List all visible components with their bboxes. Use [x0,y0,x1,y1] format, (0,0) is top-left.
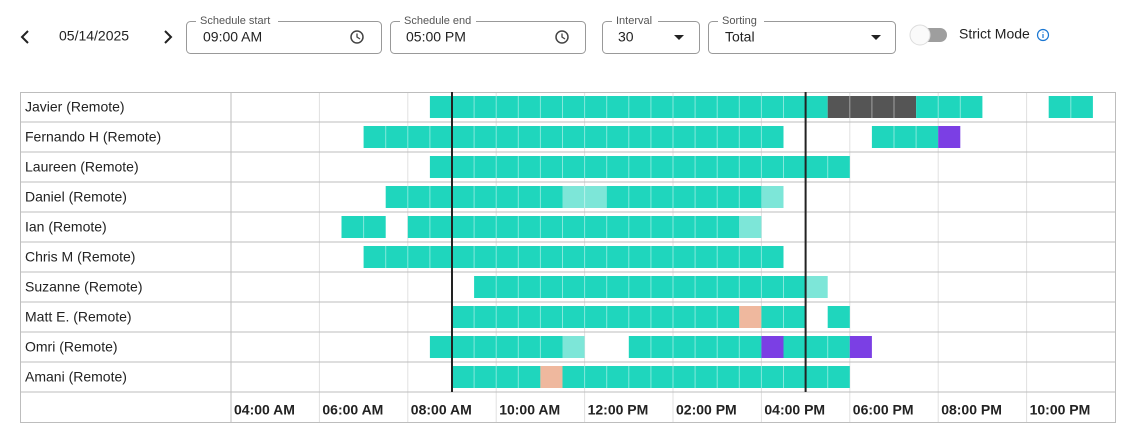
agent-name: Omri (Remote) [25,339,118,355]
field-value: 09:00 AM [203,29,262,45]
shift-block [761,336,784,358]
shift-block [783,336,850,358]
time-label: 08:00 AM [411,402,472,418]
field-value: Total [725,29,755,45]
shift-block [761,186,784,208]
dropdown-arrow[interactable] [674,35,684,40]
shift-block [938,126,961,148]
grid-border [20,92,1116,423]
agent-name: Fernando H (Remote) [25,129,161,145]
label-gap [400,15,476,27]
time-label: 02:00 PM [676,402,737,418]
strict-mode-label: Strict Mode [959,26,1030,42]
label-gap [718,15,764,27]
field-label: Interval [616,15,652,27]
clock-icon[interactable] [555,30,569,44]
shift-block [540,366,563,388]
shift-block [827,96,917,118]
field-label: Sorting [722,15,757,27]
shift-block [429,336,563,358]
shift-block [606,186,762,208]
shift-block [1048,96,1093,118]
time-label: 06:00 AM [322,402,383,418]
agent-name: Ian (Remote) [25,219,107,235]
shift-block [805,276,828,298]
shift-block [562,366,850,388]
shift-block [429,156,850,178]
schedule-start-field[interactable] [186,21,382,54]
field-value: 05:00 PM [406,29,466,45]
agent-name: Amani (Remote) [25,369,127,385]
shift-block [429,96,828,118]
agent-name: Suzanne (Remote) [25,279,143,295]
strict-mode-toggle[interactable] [909,24,947,46]
field-label: Schedule start [200,15,270,27]
date: 05/14/2025 [59,28,129,44]
agent-name: Laureen (Remote) [25,159,139,175]
label-gap [612,15,658,27]
shift-block [761,306,806,328]
shift-block [562,186,607,208]
next-day[interactable] [164,30,173,44]
agent-name: Chris M (Remote) [25,249,135,265]
agent-name: Matt E. (Remote) [25,309,132,325]
time-label: 10:00 AM [499,402,560,418]
info-icon[interactable] [1036,28,1050,42]
schedule-end-field[interactable] [390,21,586,54]
shift-block [363,246,784,268]
label-gap [196,15,278,27]
sorting-select[interactable] [708,21,896,54]
time-label: 12:00 PM [588,402,649,418]
shift-block [916,96,983,118]
shift-block [452,366,541,388]
time-label: 04:00 AM [234,402,295,418]
prev-day[interactable] [20,30,29,44]
agent-name: Javier (Remote) [25,99,125,115]
shift-block [452,306,740,328]
shift-block [739,306,762,328]
shift-block [739,216,762,238]
shift-block [871,126,939,148]
agent-name: Daniel (Remote) [25,189,127,205]
time-label: 08:00 PM [941,402,1002,418]
clock-icon[interactable] [350,30,364,44]
shift-block [562,336,585,358]
shift-block [363,126,784,148]
shift-block [849,336,872,358]
shift-block [628,336,762,358]
shift-block [407,216,740,238]
time-label: 06:00 PM [853,402,914,418]
field-label: Schedule end [404,15,471,27]
shift-block [827,306,850,328]
shift-block [341,216,386,238]
shift-block [385,186,563,208]
time-label: 10:00 PM [1030,402,1091,418]
shift-block [474,276,806,298]
time-label: 04:00 PM [764,402,825,418]
dropdown-arrow[interactable] [871,35,881,40]
field-value: 30 [618,29,634,45]
